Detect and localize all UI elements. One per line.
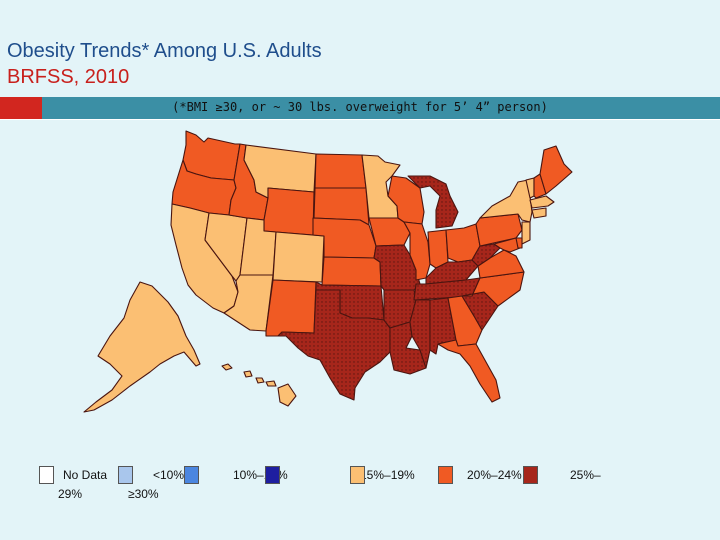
legend-swatch-25-29 bbox=[438, 466, 453, 484]
state-new-york bbox=[479, 179, 533, 223]
header-bar-teal bbox=[42, 97, 720, 119]
legend-swatch-10-14 bbox=[184, 466, 199, 484]
legend-label-30plus: ≥30% bbox=[128, 487, 159, 501]
state-minnesota bbox=[361, 154, 401, 219]
legend-label-lt10: <10% bbox=[153, 468, 185, 482]
legend-swatch-30plus bbox=[523, 466, 538, 484]
state-illinois bbox=[403, 221, 431, 281]
header-bar-red bbox=[0, 97, 42, 119]
state-kansas bbox=[321, 256, 382, 287]
subtitle: (*BMI ≥30, or ~ 30 lbs. overweight for 5… bbox=[172, 100, 548, 114]
state-wyoming bbox=[263, 187, 315, 236]
legend-swatch-15-19 bbox=[265, 466, 280, 484]
state-massachusetts bbox=[529, 195, 555, 209]
state-indiana bbox=[427, 229, 449, 269]
legend-swatch-no-data bbox=[39, 466, 54, 484]
header-bar-divider bbox=[0, 119, 720, 120]
state-colorado bbox=[272, 231, 325, 283]
title-line-1: Obesity Trends* Among U.S. Adults bbox=[7, 40, 322, 62]
state-alaska bbox=[83, 281, 201, 413]
state-maine bbox=[539, 145, 573, 195]
legend-label-15-19: 15%–19% bbox=[360, 468, 415, 482]
state-delaware bbox=[515, 237, 523, 249]
state-connecticut bbox=[531, 207, 547, 219]
legend-label-29: 29% bbox=[58, 487, 83, 501]
state-new-jersey bbox=[521, 221, 531, 245]
state-new-mexico bbox=[265, 279, 317, 337]
legend-swatch-lt10 bbox=[118, 466, 133, 484]
state-new-hampshire bbox=[533, 173, 547, 199]
title-line-2: BRFSS, 2010 bbox=[7, 66, 130, 88]
state-hawaii bbox=[221, 363, 297, 407]
state-north-dakota bbox=[314, 153, 367, 189]
legend-swatch-20-24 bbox=[350, 466, 365, 484]
legend-label-no-data: No Data bbox=[63, 468, 108, 482]
state-florida bbox=[437, 339, 501, 403]
legend-label-20-24: 20%–24% bbox=[467, 468, 522, 482]
legend-label-25-wrap: 25%– bbox=[570, 468, 601, 482]
